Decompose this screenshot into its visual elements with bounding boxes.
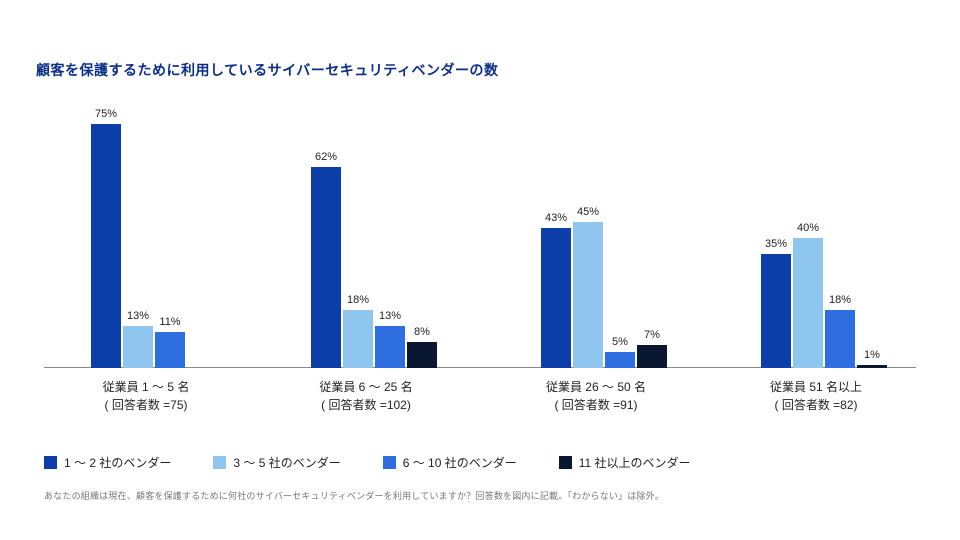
bar-group: 75% 13% 11% 0 [91, 108, 217, 368]
chart-title: 顧客を保護するために利用しているサイバーセキュリティベンダーの数 [36, 60, 924, 80]
bar-value-label: 40% [797, 222, 819, 234]
bar: 1% [857, 349, 887, 368]
category-line1: 従業員 26 ～ 50 名 [546, 378, 646, 396]
bar: 35% [761, 238, 791, 368]
bar: 75% [91, 108, 121, 368]
bar-value-label: 1% [864, 349, 880, 361]
legend-item: 1 ～ 2 社のベンダー [44, 454, 171, 471]
bar-value-label: 18% [829, 294, 851, 306]
bar-value-label: 13% [379, 310, 401, 322]
bar-value-label: 45% [577, 206, 599, 218]
bar: 11% [155, 316, 185, 368]
bar-rect [605, 352, 635, 368]
bar-rect [541, 228, 571, 368]
legend-item: 6 ～ 10 社のベンダー [383, 454, 517, 471]
bar-rect [793, 238, 823, 368]
bar-value-label: 7% [644, 329, 660, 341]
legend-label: 6 ～ 10 社のベンダー [403, 454, 517, 471]
bar-group: 43% 45% 5% 7% [541, 206, 667, 368]
legend-label: 1 ～ 2 社のベンダー [64, 454, 171, 471]
bar-group: 62% 18% 13% 8% [311, 151, 437, 369]
legend-item: 11 社以上のベンダー [559, 454, 691, 471]
bar-rect [343, 310, 373, 369]
bar-rect [123, 326, 153, 368]
bar-value-label: 75% [95, 108, 117, 120]
bar: 7% [637, 329, 667, 368]
bar-value-label: 5% [612, 336, 628, 348]
bar-rect [375, 326, 405, 368]
x-axis-category-label: 従業員 6 ～ 25 名( 回答者数 =102) [319, 378, 412, 414]
category-line2: ( 回答者数 =75) [103, 396, 190, 414]
legend-label: 11 社以上のベンダー [579, 454, 691, 471]
bar: 8% [407, 326, 437, 368]
chart-zone: 75% 13% 11% 0 62% 18% 13% 8% 43% 45% 5% 7% 35% 40% 18%… [36, 108, 924, 428]
footnote: あなたの組織は現在、顧客を保護するために何社のサイバーセキュリティベンダーを利用… [44, 489, 924, 502]
bar: 18% [825, 294, 855, 369]
bar-value-label: 11% [159, 316, 180, 328]
legend-swatch [559, 456, 572, 469]
bar: 0 [187, 352, 217, 368]
bar-value-label: 62% [315, 151, 337, 163]
bar: 40% [793, 222, 823, 368]
legend-item: 3 ～ 5 社のベンダー [213, 454, 340, 471]
x-axis-labels: 従業員 1 ～ 5 名( 回答者数 =75)従業員 6 ～ 25 名( 回答者数… [36, 378, 924, 418]
x-axis-category-label: 従業員 26 ～ 50 名( 回答者数 =91) [546, 378, 646, 414]
category-line1: 従業員 1 ～ 5 名 [103, 378, 190, 396]
bar-rect [155, 332, 185, 368]
bar: 45% [573, 206, 603, 368]
bar-rect [407, 342, 437, 368]
category-line2: ( 回答者数 =102) [319, 396, 412, 414]
bar: 18% [343, 294, 373, 369]
x-axis-category-label: 従業員 1 ～ 5 名( 回答者数 =75) [103, 378, 190, 414]
bar: 13% [123, 310, 153, 368]
legend-swatch [213, 456, 226, 469]
legend-swatch [44, 456, 57, 469]
bar: 13% [375, 310, 405, 368]
bar-rect [761, 254, 791, 368]
legend-label: 3 ～ 5 社のベンダー [233, 454, 340, 471]
category-line2: ( 回答者数 =91) [546, 396, 646, 414]
category-line1: 従業員 51 名以上 [770, 378, 862, 396]
bar: 62% [311, 151, 341, 369]
bar-value-label: 18% [347, 294, 369, 306]
bar-rect [91, 124, 121, 368]
legend: 1 ～ 2 社のベンダー 3 ～ 5 社のベンダー 6 ～ 10 社のベンダー 11 … [44, 454, 924, 471]
bar-rect [637, 345, 667, 368]
bar-value-label: 35% [765, 238, 787, 250]
chart-plot: 75% 13% 11% 0 62% 18% 13% 8% 43% 45% 5% 7% 35% 40% 18%… [44, 108, 916, 368]
bar-rect [857, 365, 887, 368]
bar-rect [573, 222, 603, 368]
bar: 5% [605, 336, 635, 368]
bar-rect [311, 167, 341, 369]
page: 顧客を保護するために利用しているサイバーセキュリティベンダーの数 75% 13% 1… [0, 0, 960, 540]
category-line1: 従業員 6 ～ 25 名 [319, 378, 412, 396]
bar-value-label: 43% [545, 212, 567, 224]
bar: 43% [541, 212, 571, 368]
bar-rect [825, 310, 855, 369]
x-axis-category-label: 従業員 51 名以上( 回答者数 =82) [770, 378, 862, 414]
bar-value-label: 13% [127, 310, 149, 322]
bar-group: 35% 40% 18% 1% [761, 222, 887, 368]
legend-swatch [383, 456, 396, 469]
bar-value-label: 8% [414, 326, 430, 338]
category-line2: ( 回答者数 =82) [770, 396, 862, 414]
